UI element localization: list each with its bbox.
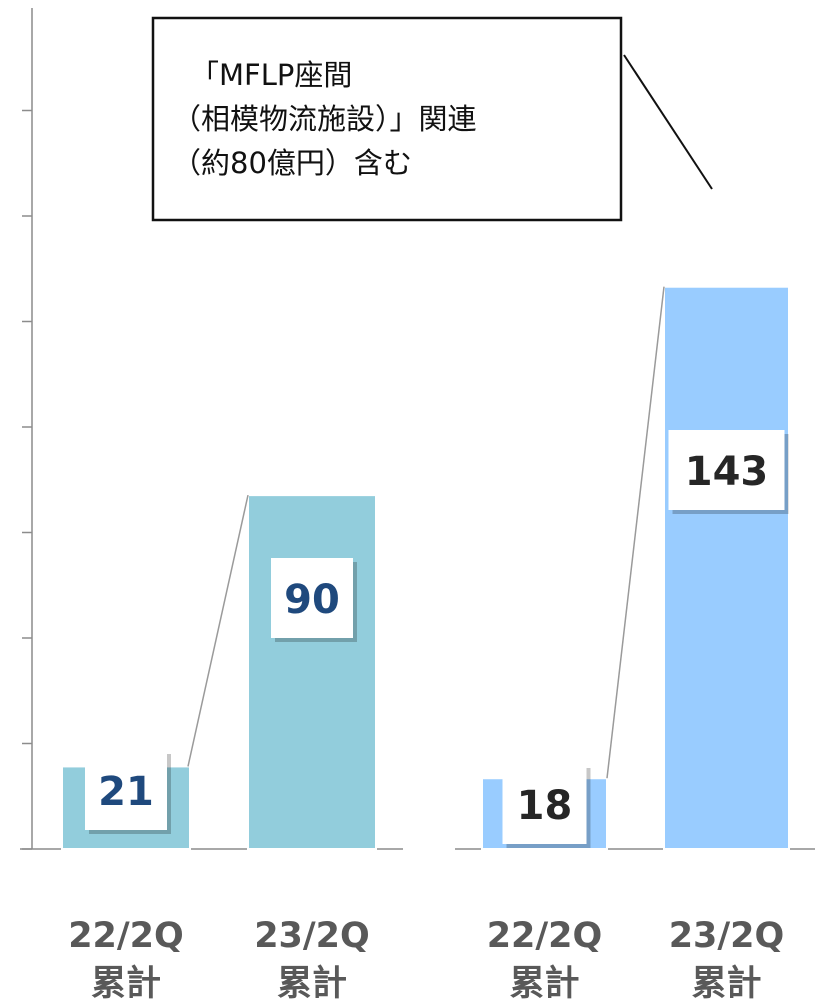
data-label-box — [668, 430, 785, 510]
category-label: 23/2Q — [669, 916, 785, 956]
callout-text: 「MFLP座間 — [190, 58, 352, 92]
category-label: 23/2Q — [254, 916, 370, 956]
data-label: 18 — [517, 783, 573, 829]
data-label-box — [85, 750, 167, 830]
category-label: 累計 — [691, 964, 761, 1004]
category-label: 累計 — [277, 964, 347, 1004]
bar — [663, 285, 790, 850]
bar — [247, 494, 377, 850]
data-label-box — [271, 558, 353, 638]
category-label: 22/2Q — [487, 916, 603, 956]
callout-box — [151, 16, 623, 222]
category-label: 累計 — [91, 964, 161, 1004]
category-label: 累計 — [509, 964, 579, 1004]
category-label: 22/2Q — [68, 916, 184, 956]
bar-connector-line — [606, 286, 665, 779]
chart-panel-2: 18 143 22/2Q 累計 23/2Q 累計 「MFLP座間 （相模物流施設）」関連 （約8… — [151, 16, 815, 1004]
callout-text: （約80億円）含む — [172, 146, 412, 180]
data-label: 143 — [685, 449, 769, 495]
chart-panel-1: 21 90 22/2Q 累計 23/2Q 累計 — [20, 494, 403, 1004]
callout-pointer-line — [623, 54, 713, 190]
data-label: 21 — [98, 769, 154, 815]
callout-text: （相模物流施設）」関連 — [172, 102, 477, 136]
bar-connector-line — [187, 494, 249, 767]
data-label-box — [502, 764, 587, 844]
data-label: 90 — [284, 577, 340, 623]
